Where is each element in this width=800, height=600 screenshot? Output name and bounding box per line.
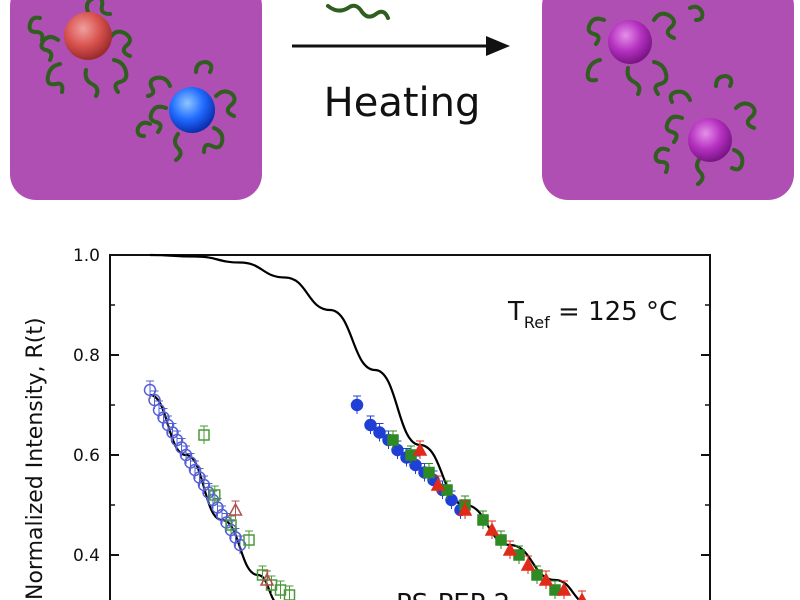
plot-frame — [109, 254, 711, 600]
data-point-circle — [409, 458, 422, 472]
data-point-triangle — [259, 572, 275, 586]
y-ticks: 1.0 0.8 0.6 0.4 — [73, 246, 710, 566]
data-point-circle — [350, 398, 364, 412]
heating-arrow-head — [486, 36, 510, 56]
data-point-square — [198, 429, 210, 441]
data-point-circle — [373, 426, 386, 439]
data-point-triangle — [484, 522, 500, 536]
series-open-circle — [143, 380, 247, 554]
annotation-rest: = 125 °C — [550, 297, 677, 327]
data-point-triangle — [520, 557, 536, 571]
fit-right — [149, 253, 581, 600]
schematic-before — [10, 0, 262, 200]
y-axis-title: Normalized Intensity, R(t) — [23, 317, 48, 600]
data-point-triangle — [412, 442, 428, 456]
data-point-triangle — [556, 582, 572, 596]
annotation-subscript: Ref — [524, 313, 550, 332]
mixed-particle-1 — [608, 20, 652, 64]
schematic-after — [542, 0, 794, 200]
data-point-square — [495, 534, 507, 546]
blue-particle — [169, 87, 215, 133]
polymer-chains-red — [27, 0, 132, 98]
polymer-chains-mixed-1 — [585, 4, 705, 96]
data-point-triangle — [228, 502, 243, 516]
heating-arrow-group: Heating — [292, 3, 510, 126]
reference-temperature-annotation: TRef = 125 °C — [507, 297, 677, 332]
data-point-square — [225, 519, 237, 531]
data-point-circle — [143, 383, 157, 397]
polymer-chains-mixed-2 — [653, 73, 757, 186]
data-point-triangle — [457, 502, 473, 516]
data-point-square — [477, 514, 489, 526]
data-point-circle — [391, 443, 404, 457]
data-point-square — [209, 489, 221, 501]
data-point-circle — [445, 493, 458, 507]
data-point-circle — [364, 418, 377, 432]
polymer-chains-blue — [135, 59, 237, 162]
annotation-T: T — [507, 297, 524, 327]
heating-label: Heating — [324, 80, 481, 126]
y-tick-label: 0.8 — [73, 346, 100, 366]
chart: 1.00.80.60.4 Normalized Intensity, R(t) … — [23, 246, 711, 600]
data-point-triangle — [538, 572, 554, 586]
series-filled-triangle — [412, 440, 587, 600]
mixed-particle-2 — [688, 118, 732, 162]
y-tick-label: 0.4 — [73, 546, 100, 566]
data-point-triangle — [502, 542, 518, 556]
data-point-square — [531, 569, 543, 581]
data-point-square — [423, 466, 435, 479]
series-open-triangle — [228, 500, 275, 589]
data-point-triangle — [430, 477, 446, 491]
data-points — [143, 380, 587, 600]
data-point-circle — [148, 393, 161, 407]
free-chain — [326, 3, 390, 20]
data-point-square — [243, 534, 255, 546]
data-point-square — [387, 434, 399, 446]
data-point-square — [283, 589, 296, 600]
y-tick-label: 0.6 — [73, 446, 100, 466]
y-tick-label: 1.0 — [73, 246, 100, 266]
panel-before — [10, 0, 262, 200]
sample-label: PS-PEP 2 — [396, 589, 510, 600]
red-particle — [64, 12, 112, 60]
series-filled-square — [387, 430, 561, 599]
panel-after — [542, 0, 794, 200]
